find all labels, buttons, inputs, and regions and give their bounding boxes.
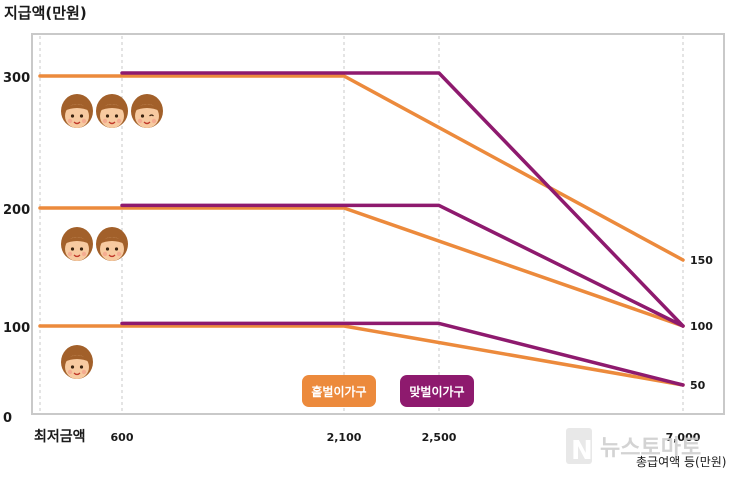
eye	[79, 114, 84, 118]
x-tick-label: 최저금액	[34, 428, 86, 445]
cheek	[81, 369, 87, 375]
mouth	[108, 254, 116, 258]
bangs	[64, 237, 90, 244]
eye	[79, 365, 84, 369]
mouth	[73, 254, 81, 258]
cheek	[81, 251, 87, 257]
legend-badge	[400, 375, 474, 407]
mouth	[108, 121, 116, 125]
x-tick-label: 7,000	[666, 431, 701, 444]
eye	[70, 365, 75, 369]
mouth	[73, 372, 81, 376]
cheek	[151, 118, 157, 124]
plot-border	[31, 33, 725, 415]
series-line-single-3	[38, 74, 685, 262]
y-tick-label: 100	[3, 321, 30, 336]
bangs	[64, 355, 90, 362]
bangs	[134, 104, 160, 111]
watermark: N 뉴스토마토	[566, 428, 701, 466]
legend-label: 홑벌이가구	[311, 384, 366, 399]
right-value-label: 150	[690, 254, 713, 267]
cheek	[116, 251, 122, 257]
watermark-text: 뉴스토마토	[600, 436, 701, 461]
plot-frame	[31, 33, 725, 415]
series-line-dual-1	[120, 321, 685, 387]
eye	[105, 247, 110, 251]
eye	[79, 247, 84, 251]
y-axis-title: 지급액(만원)	[4, 4, 87, 22]
eye	[114, 247, 119, 251]
bangs	[64, 104, 90, 111]
watermark-logo	[566, 428, 592, 464]
child-face-icon	[61, 94, 93, 128]
x-tick-label: 2,100	[327, 431, 362, 444]
child-face-icon	[61, 227, 93, 261]
series-line-dual-2	[120, 203, 685, 328]
x-tick-label: 600	[111, 431, 134, 444]
x-tick-label: 2,500	[422, 431, 457, 444]
mouth	[143, 121, 151, 125]
legend: 홑벌이가구 맞벌이가구	[302, 375, 474, 407]
y-tick-labels: 0 100 200 300	[3, 71, 30, 426]
cheek	[116, 118, 122, 124]
eye	[70, 114, 75, 118]
eye	[70, 247, 75, 251]
cheek	[67, 369, 73, 375]
legend-badge	[302, 375, 376, 407]
cheek	[81, 118, 87, 124]
x-tick-labels: 최저금액 600 2,100 2,500 7,000	[34, 428, 701, 445]
legend-label: 맞벌이가구	[409, 384, 464, 399]
series-line-single-2	[38, 206, 685, 328]
x-axis-title: 총급여액 등(만원)	[636, 455, 726, 469]
y-tick-label: 300	[3, 71, 30, 86]
series-line-single-1	[38, 324, 685, 387]
mouth	[73, 121, 81, 125]
right-value-label: 100	[690, 320, 713, 333]
bangs	[99, 104, 125, 111]
right-value-label: 50	[690, 379, 706, 392]
child-face-icon	[96, 227, 128, 261]
y-tick-label: 0	[3, 411, 12, 426]
cheek	[67, 251, 73, 257]
cheek	[67, 118, 73, 124]
cheek	[102, 118, 108, 124]
face-icons	[61, 94, 163, 379]
eye	[140, 114, 145, 118]
watermark-logo-letter: N	[571, 436, 593, 466]
eye	[114, 114, 119, 118]
child-face-icon	[96, 94, 128, 128]
cheek	[137, 118, 143, 124]
eye	[105, 114, 110, 118]
series-lines	[38, 71, 685, 387]
child-face-icon	[61, 345, 93, 379]
y-tick-label: 200	[3, 203, 30, 218]
bangs	[99, 237, 125, 244]
child-face-icon	[131, 94, 163, 128]
right-value-labels: 150 100 50	[690, 254, 713, 392]
series-line-dual-3	[120, 71, 685, 328]
wink	[149, 114, 154, 117]
cheek	[102, 251, 108, 257]
